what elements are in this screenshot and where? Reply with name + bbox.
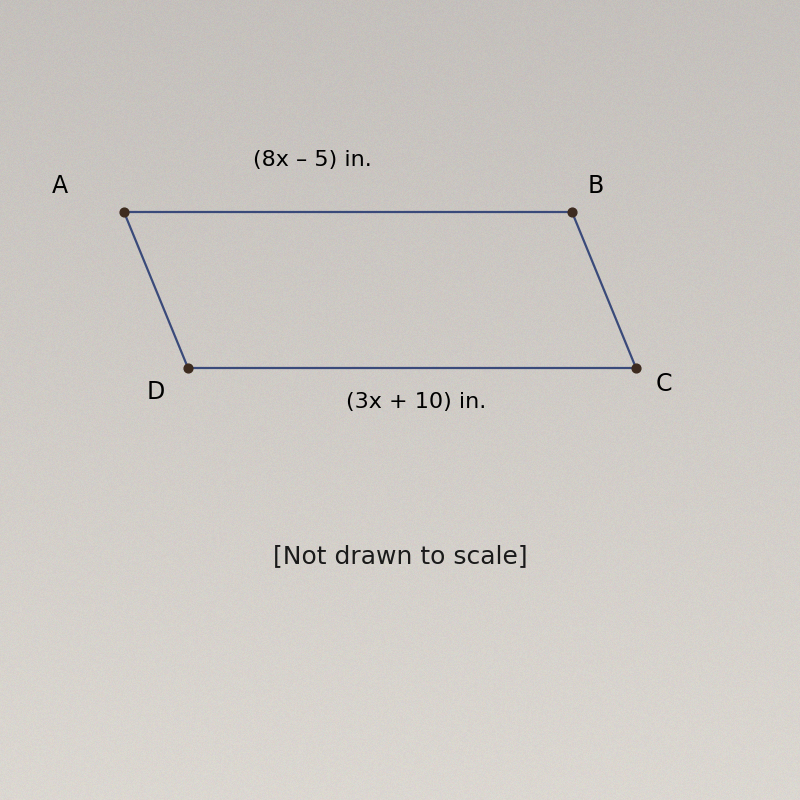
Text: D: D (147, 380, 165, 404)
Text: B: B (588, 174, 604, 198)
Point (182, 362, 194, 374)
Text: [Not drawn to scale]: [Not drawn to scale] (273, 544, 527, 568)
Text: C: C (656, 372, 672, 396)
Text: A: A (52, 174, 68, 198)
Point (566, 206, 578, 218)
Point (630, 362, 642, 374)
Text: (8x – 5) in.: (8x – 5) in. (253, 150, 371, 170)
Point (118, 206, 130, 218)
Text: (3x + 10) in.: (3x + 10) in. (346, 392, 486, 411)
